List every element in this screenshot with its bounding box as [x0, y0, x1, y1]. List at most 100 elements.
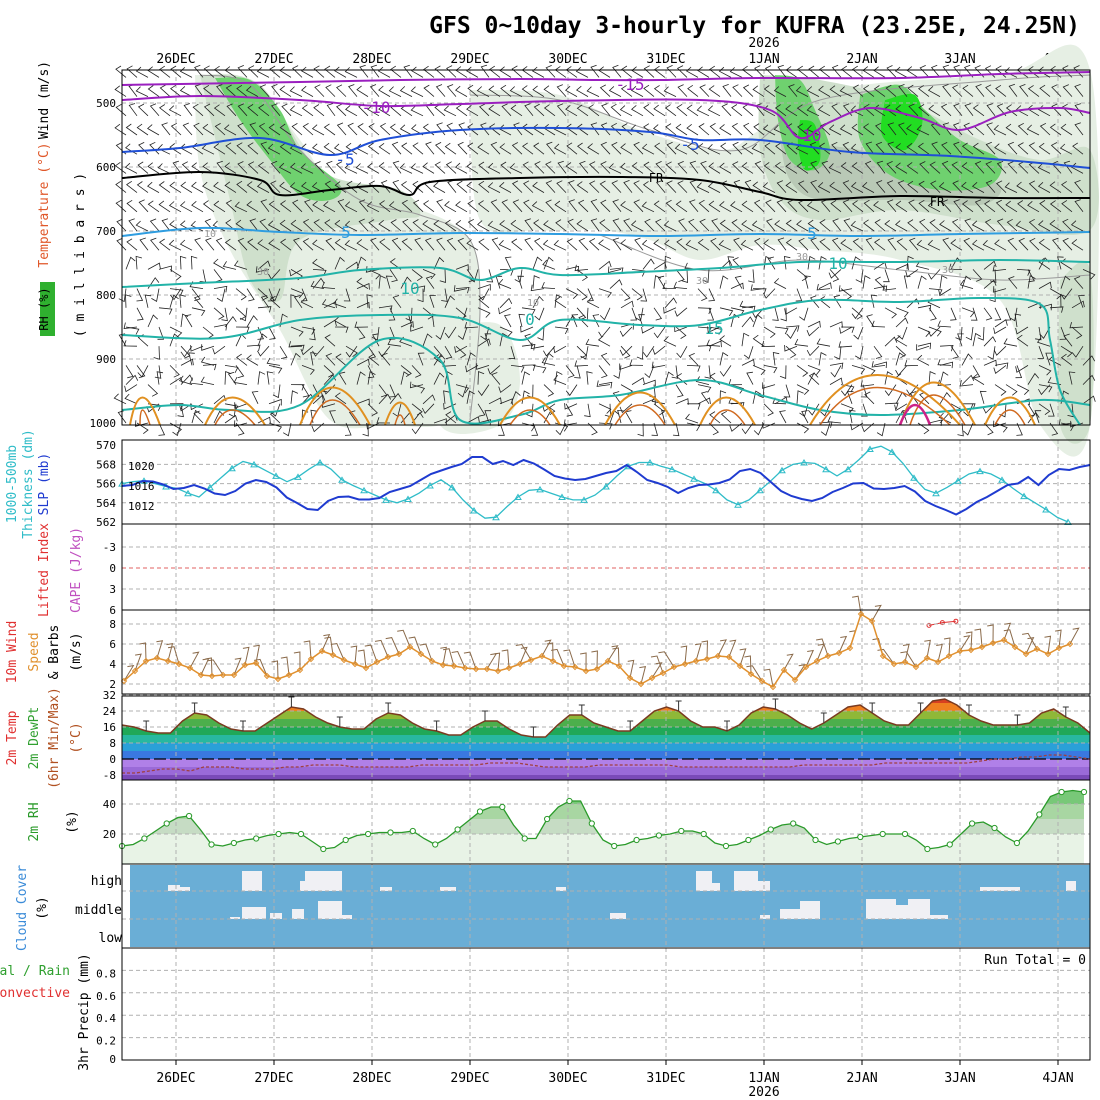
- wind-barb: [125, 123, 138, 136]
- wind-barb: [292, 199, 303, 213]
- wind-barb: [731, 104, 743, 117]
- wind-barb: [1059, 143, 1073, 155]
- y-tick-label: 500: [96, 97, 116, 110]
- wind-barb: [764, 142, 776, 155]
- wind-speed-marker: [439, 661, 447, 669]
- wind-barb: [795, 288, 803, 302]
- wind-barb: [123, 340, 138, 347]
- wind-barb: [843, 218, 853, 232]
- wind-barb: [1082, 395, 1096, 405]
- cloud-mid-block: [930, 915, 948, 919]
- wind-barb: [786, 326, 798, 339]
- thickness-marker: [712, 486, 720, 494]
- wind-barb: [194, 83, 204, 97]
- wind-barb: [643, 104, 655, 117]
- wind-speed-marker: [769, 683, 777, 691]
- wind-barb: [708, 326, 723, 335]
- wind-barb: [194, 64, 204, 78]
- wind-barb: [688, 218, 699, 232]
- wind-speed-marker: [164, 657, 172, 665]
- wind-barb: [842, 199, 853, 213]
- wind-barb: [855, 269, 864, 283]
- wind-barb: [336, 161, 347, 174]
- rh-marker: [722, 842, 730, 850]
- y-tick-label: 8: [109, 618, 116, 631]
- wind-barb: [854, 346, 864, 360]
- wind-barb: [564, 403, 578, 410]
- wind-barb: [278, 162, 292, 174]
- wind-speed-marker: [945, 652, 953, 660]
- wind-barb: [247, 142, 259, 155]
- wind-barb: [435, 142, 446, 155]
- wind-barb: [290, 219, 303, 232]
- wind-barb: [389, 123, 402, 136]
- wind-barb: [400, 371, 410, 385]
- wind-barb: [977, 326, 985, 341]
- wind-barb-10m: [694, 643, 702, 662]
- wind-barb: [939, 275, 948, 289]
- wind-speed-marker: [142, 657, 150, 665]
- wind-barb: [151, 288, 160, 303]
- wind-barb: [752, 334, 765, 347]
- wind-barb: [423, 200, 435, 213]
- wind-barb: [928, 269, 941, 280]
- wind-barb: [719, 124, 732, 136]
- wind-barb: [279, 345, 288, 359]
- rh-marker: [320, 845, 327, 853]
- wind-barb: [246, 181, 259, 193]
- wind-barb: [489, 65, 501, 78]
- wind-barb: [676, 238, 688, 251]
- cloud-mid-block: [800, 901, 820, 919]
- wind-barb: [634, 237, 644, 251]
- wind-barb: [279, 123, 292, 136]
- wind-barb: [666, 141, 677, 155]
- wind-barb: [718, 66, 732, 78]
- wind-barb: [1078, 295, 1085, 308]
- wind-barb: [995, 84, 1007, 97]
- wind-barb: [135, 255, 143, 270]
- wind-barb: [861, 182, 875, 193]
- wind-barb: [612, 237, 622, 251]
- wind-barb: [498, 307, 512, 315]
- wind-barb: [414, 237, 424, 251]
- wind-barb: [637, 422, 644, 437]
- wind-barb: [1016, 181, 1029, 193]
- wind-barb: [524, 237, 534, 251]
- rh-marker: [1058, 788, 1065, 796]
- wind-barb: [733, 237, 743, 251]
- wind-barb: [820, 403, 831, 417]
- wind-barb-10m: [303, 640, 312, 660]
- wind-barb: [480, 326, 490, 341]
- wind-barb: [963, 237, 974, 251]
- cloud-high-block: [168, 885, 180, 891]
- wind-speed-marker: [307, 655, 315, 663]
- thickness-marker: [1020, 492, 1028, 500]
- x-date-label-bottom: 1JAN: [748, 1071, 779, 1086]
- wind-barb: [565, 365, 575, 378]
- wind-barb: [545, 65, 556, 78]
- rh-marker: [678, 827, 685, 835]
- wind-barb: [136, 365, 146, 379]
- wind-barb: [290, 390, 299, 404]
- wind-barb: [643, 161, 655, 174]
- x-date-label-top: 29DEC: [450, 52, 489, 67]
- wind-barb: [159, 65, 171, 78]
- wind-barb: [894, 403, 908, 412]
- wind-barb: [983, 336, 997, 347]
- wind-speed-marker: [153, 654, 161, 662]
- wind-barb: [367, 105, 380, 117]
- wind-barb: [136, 123, 149, 136]
- wind-barb: [477, 384, 490, 397]
- wind-barb-10m: [1069, 627, 1080, 645]
- wind-barb: [741, 162, 754, 174]
- wind-barb: [897, 180, 908, 193]
- wind-barb: [359, 64, 369, 78]
- wind-barb: [565, 104, 578, 117]
- wind-barb: [994, 384, 1007, 396]
- wind-barb: [851, 365, 866, 375]
- wind-barb-10m: [440, 646, 447, 666]
- wind-barb: [689, 179, 699, 193]
- wind-barb: [773, 124, 787, 136]
- wind-speed-marker: [824, 652, 832, 660]
- wind-barb: [344, 220, 358, 232]
